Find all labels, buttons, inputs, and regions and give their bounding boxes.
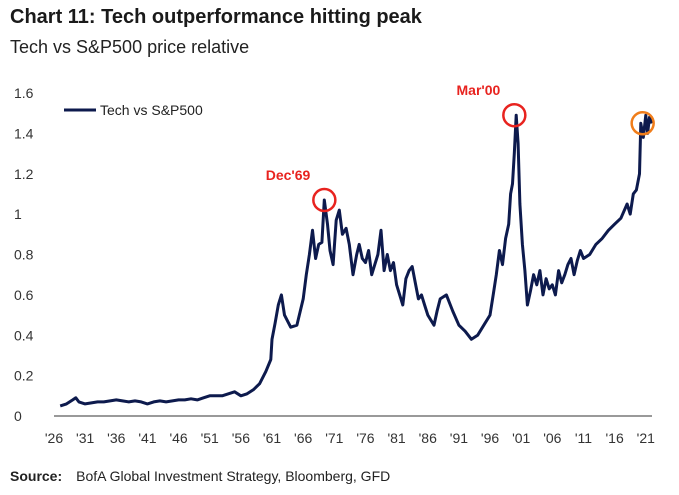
x-tick-label: '46 bbox=[169, 430, 187, 446]
x-tick-label: '86 bbox=[419, 430, 437, 446]
x-tick-label: '06 bbox=[543, 430, 561, 446]
peak-annotation-label: Dec'69 bbox=[266, 167, 311, 183]
x-tick-label: '16 bbox=[606, 430, 624, 446]
peak-annotation-label: Mar'00 bbox=[457, 82, 501, 98]
x-tick-label: '61 bbox=[263, 430, 281, 446]
chart-subtitle: Tech vs S&P500 price relative bbox=[10, 37, 250, 57]
x-tick-label: '26 bbox=[45, 430, 63, 446]
series-line-tech-vs-sp500 bbox=[59, 113, 654, 408]
y-tick-label: 0.8 bbox=[14, 247, 34, 263]
peak-marker-circle bbox=[312, 187, 337, 213]
source-text: BofA Global Investment Strategy, Bloombe… bbox=[76, 468, 391, 484]
peak-annotations: Dec'69 Mar'00 bbox=[266, 82, 655, 213]
x-tick-label: '31 bbox=[76, 430, 94, 446]
x-tick-label: '51 bbox=[201, 430, 219, 446]
x-tick-label: '66 bbox=[294, 430, 312, 446]
x-tick-label: '21 bbox=[637, 430, 655, 446]
source-label: Source: bbox=[10, 468, 63, 484]
x-tick-label: '01 bbox=[512, 430, 530, 446]
peak-marker-circle bbox=[630, 111, 655, 136]
source-note: Source: BofA Global Investment Strategy, … bbox=[10, 468, 390, 484]
y-axis-ticks: 0 0.2 0.4 0.6 0.8 1 1.2 1.4 1.6 bbox=[14, 85, 34, 424]
x-tick-label: '41 bbox=[138, 430, 156, 446]
x-tick-label: '81 bbox=[387, 430, 405, 446]
x-tick-label: '36 bbox=[107, 430, 125, 446]
x-tick-label: '96 bbox=[481, 430, 499, 446]
x-tick-label: '91 bbox=[450, 430, 468, 446]
y-tick-label: 1 bbox=[14, 206, 22, 222]
legend-label: Tech vs S&P500 bbox=[100, 102, 203, 118]
x-axis-ticks: '26 '31 '36 '41 '46 '51 '56 '61 '66 '71 '76 '81 '86 '… bbox=[45, 430, 655, 446]
legend: Tech vs S&P500 bbox=[64, 102, 203, 118]
x-tick-label: '71 bbox=[325, 430, 343, 446]
y-tick-label: 1.4 bbox=[14, 125, 34, 141]
y-tick-label: 0.2 bbox=[14, 368, 34, 384]
chart-title: Chart 11: Tech outperformance hitting pe… bbox=[10, 6, 422, 28]
y-tick-label: 0 bbox=[14, 408, 22, 424]
x-tick-label: '76 bbox=[356, 430, 374, 446]
y-tick-label: 1.2 bbox=[14, 166, 34, 182]
x-tick-label: '11 bbox=[575, 430, 592, 446]
y-tick-label: 0.6 bbox=[14, 287, 34, 303]
x-tick-label: '56 bbox=[232, 430, 250, 446]
peak-marker-circle bbox=[502, 102, 527, 128]
y-tick-label: 0.4 bbox=[14, 327, 34, 343]
y-tick-label: 1.6 bbox=[14, 85, 34, 101]
